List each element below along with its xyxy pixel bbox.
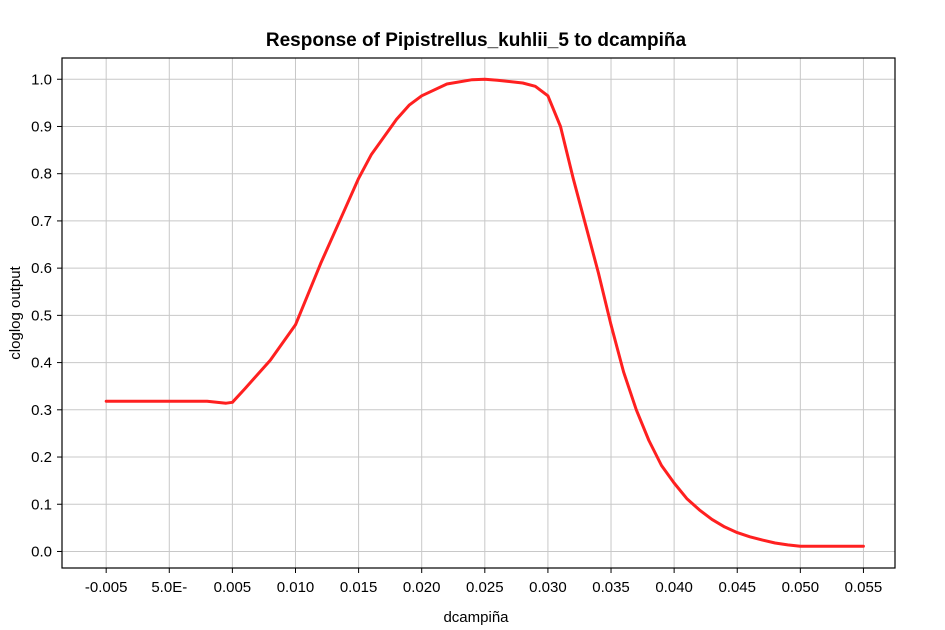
y-axis-tick-labels: 0.0 0.1 0.2 0.3 0.4 0.5 0.6 0.7 0.8 0.9 1.0 [31, 71, 52, 560]
y-tick-label: 0.5 [31, 307, 52, 324]
x-tick-label: 5.0E- [151, 579, 187, 596]
y-tick-label: 0.2 [31, 449, 52, 466]
x-tick-label: 0.005 [214, 579, 252, 596]
x-tick-label: 0.020 [403, 579, 441, 596]
y-tick-label: 0.7 [31, 213, 52, 230]
x-axis-label: dcampiña [443, 609, 509, 626]
plot-frame [61, 57, 896, 569]
y-tick-label: 0.4 [31, 355, 52, 372]
x-tick-label: -0.005 [85, 579, 128, 596]
x-tick-label: 0.045 [718, 579, 756, 596]
axis-ticks [57, 78, 864, 573]
x-tick-label: 0.050 [782, 579, 820, 596]
x-tick-label: 0.040 [655, 579, 693, 596]
response-curve-line [104, 77, 865, 548]
y-tick-label: 0.0 [31, 543, 52, 560]
x-tick-label: 0.025 [466, 579, 504, 596]
y-tick-label: 0.1 [31, 496, 52, 513]
x-tick-label: 0.030 [529, 579, 567, 596]
y-tick-label: 0.6 [31, 260, 52, 277]
y-tick-label: 0.9 [31, 118, 52, 135]
x-tick-label: 0.035 [592, 579, 630, 596]
x-axis-tick-labels: -0.005 5.0E- 0.005 0.010 0.015 0.020 0.025 0.03… [85, 579, 882, 596]
grid-lines [62, 58, 895, 568]
chart-title: Response of Pipistrellus_kuhlii_5 to dca… [266, 30, 687, 51]
y-axis-label: cloglog output [7, 265, 24, 359]
x-tick-label: 0.055 [845, 579, 883, 596]
x-tick-label: 0.015 [340, 579, 378, 596]
y-tick-label: 0.8 [31, 166, 52, 183]
x-tick-label: 0.010 [277, 579, 315, 596]
y-tick-label: 0.3 [31, 402, 52, 419]
y-tick-label: 1.0 [31, 71, 52, 88]
